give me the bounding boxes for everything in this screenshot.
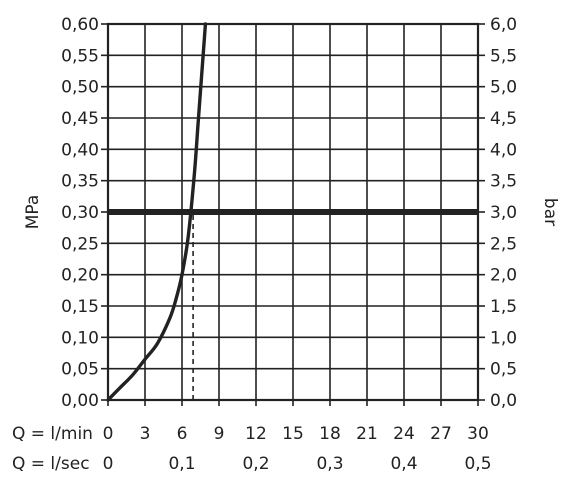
x-primary-tick-label: 6 (177, 424, 188, 444)
y-right-tick-label: 1,0 (490, 328, 517, 348)
y-left-tick-label: 0,25 (61, 234, 99, 254)
right-axis-ticks: 0,0 0,5 1,0 1,5 2,0 2,5 3,0 3,5 4,0 4,5 5,0 5,5 6,0 (478, 15, 517, 411)
chart-marks (106, 22, 478, 402)
y-right-tick-label: 0,0 (490, 391, 517, 411)
y-right-tick-label: 4,0 (490, 140, 517, 160)
x-secondary-tick-label: 0,1 (168, 454, 195, 474)
y-right-tick-label: 2,0 (490, 266, 517, 286)
y-left-tick-label: 0,40 (61, 140, 99, 160)
y-left-tick-label: 0,10 (61, 328, 99, 348)
x-primary-tick-label: 30 (467, 424, 489, 444)
y-left-tick-label: 0,00 (61, 391, 99, 411)
x-primary-tick-label: 3 (140, 424, 151, 444)
x-axis-secondary-title: Q = l/sec (12, 454, 90, 474)
y-left-tick-label: 0,20 (61, 266, 99, 286)
x-secondary-tick-label: 0 (103, 454, 114, 474)
y-right-tick-label: 5,5 (490, 46, 517, 66)
y-axis-right-title: bar (540, 198, 560, 226)
y-left-tick-label: 0,60 (61, 15, 99, 35)
bottom-axis-ticks: 0 3 6 9 12 15 18 21 24 27 30 0 0,1 0,2 0,3 0,4 0,5 (103, 400, 492, 474)
left-axis-ticks: 0,00 0,05 0,10 0,15 0,20 0,25 0,30 0,35 0,40 0,45… (61, 15, 108, 411)
x-primary-tick-label: 0 (103, 424, 114, 444)
y-left-tick-label: 0,55 (61, 46, 99, 66)
y-left-tick-label: 0,05 (61, 360, 99, 380)
y-axis-left-title: MPa (23, 195, 43, 230)
x-primary-tick-label: 12 (245, 424, 267, 444)
y-left-tick-label: 0,35 (61, 172, 99, 192)
y-left-tick-label: 0,15 (61, 297, 99, 317)
y-right-tick-label: 5,0 (490, 78, 517, 98)
x-secondary-tick-label: 0,3 (316, 454, 343, 474)
y-right-tick-label: 1,5 (490, 297, 517, 317)
y-right-tick-label: 3,0 (490, 203, 517, 223)
x-primary-tick-label: 24 (393, 424, 415, 444)
y-left-tick-label: 0,50 (61, 78, 99, 98)
x-primary-tick-label: 21 (356, 424, 378, 444)
x-primary-tick-label: 9 (214, 424, 225, 444)
x-axis-primary-title: Q = l/min (12, 424, 93, 444)
y-right-tick-label: 6,0 (490, 15, 517, 35)
x-secondary-tick-label: 0,4 (390, 454, 417, 474)
y-right-tick-label: 2,5 (490, 234, 517, 254)
x-secondary-tick-label: 0,5 (464, 454, 491, 474)
pressure-flow-curve (106, 22, 208, 402)
y-right-tick-label: 0,5 (490, 360, 517, 380)
y-right-tick-label: 3,5 (490, 172, 517, 192)
x-primary-tick-label: 15 (282, 424, 304, 444)
y-left-tick-label: 0,30 (61, 203, 99, 223)
x-primary-tick-label: 27 (430, 424, 452, 444)
y-right-tick-label: 4,5 (490, 109, 517, 129)
x-primary-tick-label: 18 (319, 424, 341, 444)
x-secondary-tick-label: 0,2 (242, 454, 269, 474)
y-left-tick-label: 0,45 (61, 109, 99, 129)
